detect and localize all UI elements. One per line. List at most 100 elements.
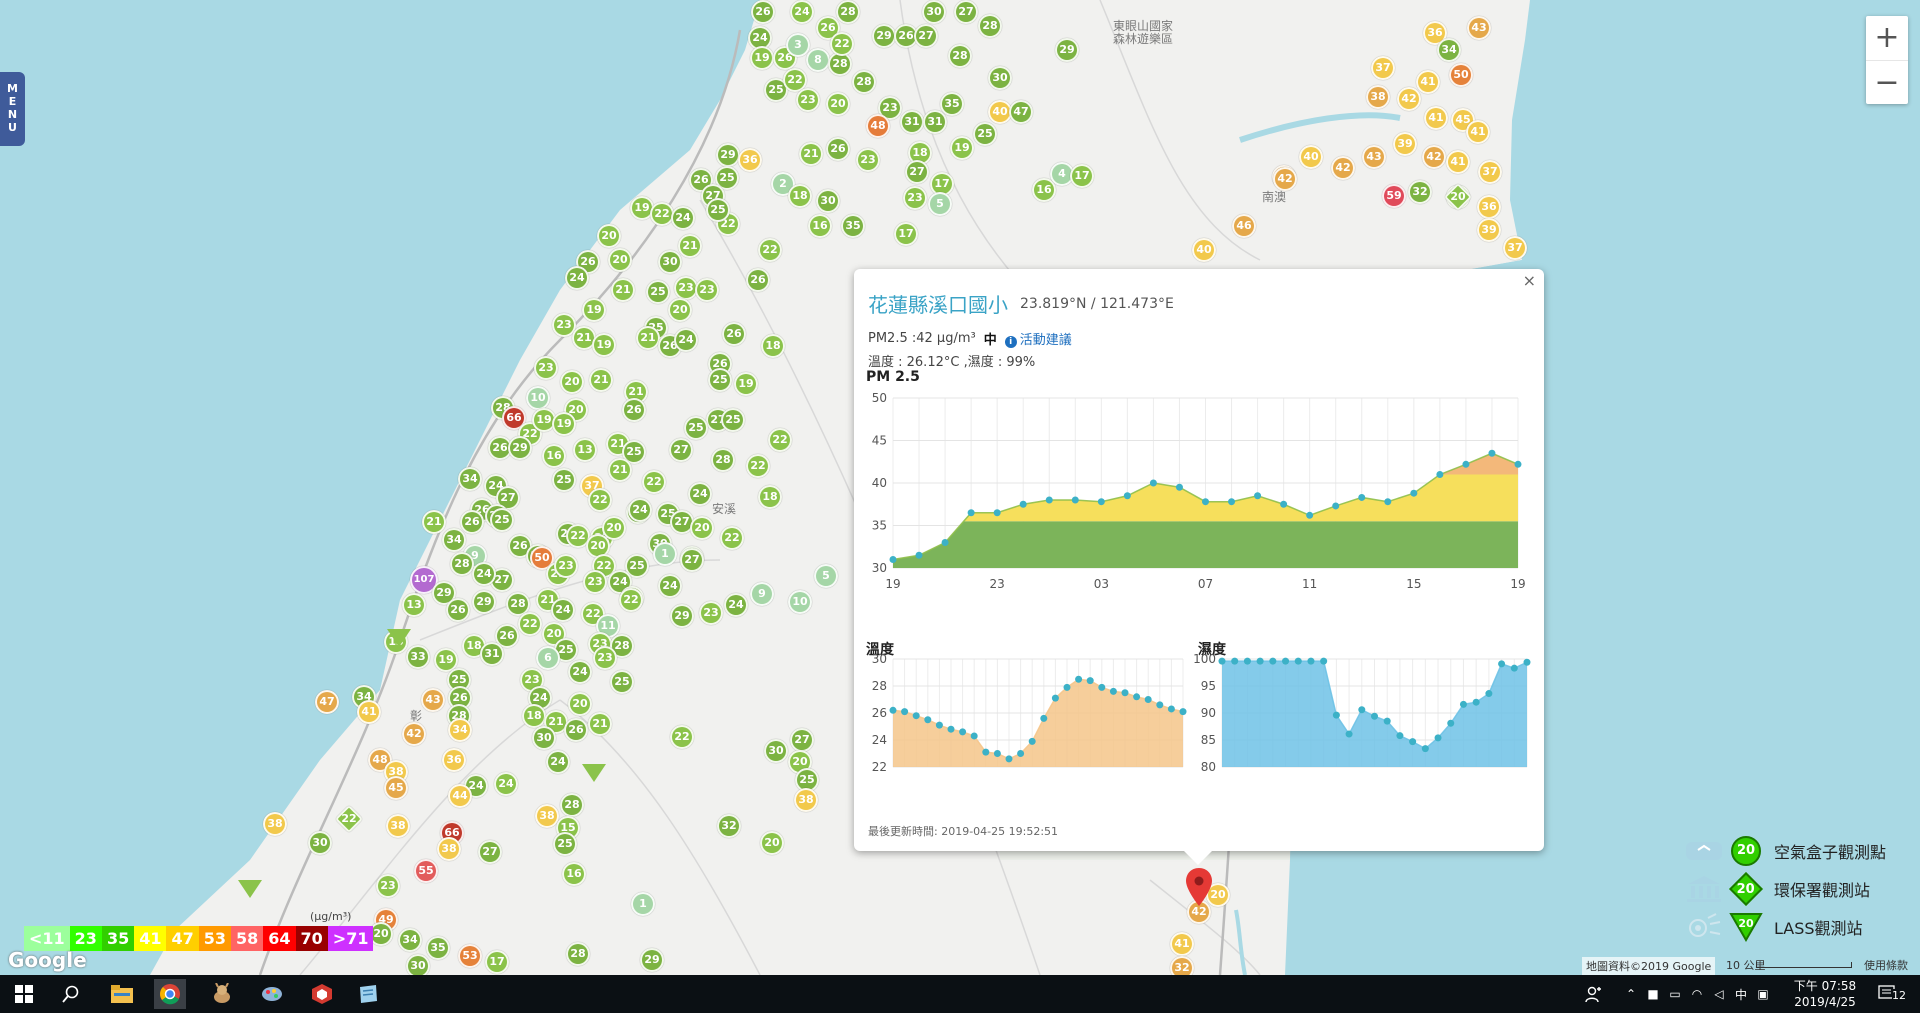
airbox-marker[interactable]: 25 [490, 508, 514, 532]
airbox-marker[interactable]: 30 [658, 250, 682, 274]
airbox-marker[interactable]: 1 [653, 542, 677, 566]
airbox-marker[interactable]: 20 [597, 224, 621, 248]
airbox-marker[interactable]: 26 [746, 268, 770, 292]
airbox-marker[interactable]: 34 [1437, 38, 1461, 62]
airbox-marker[interactable]: 22 [746, 454, 770, 478]
airbox-marker[interactable]: 21 [799, 142, 823, 166]
airbox-marker[interactable]: 34 [398, 928, 422, 952]
legend-row-airbox[interactable]: 20 空氣盒子觀測點 [1680, 832, 1920, 870]
input-language[interactable]: 中 [1734, 987, 1747, 1002]
app-sketchup-icon[interactable] [306, 979, 338, 1009]
airbox-marker[interactable]: 22 [581, 602, 605, 626]
zoom-out-button[interactable]: − [1866, 60, 1908, 105]
airbox-marker[interactable]: 25 [552, 468, 576, 492]
airbox-marker[interactable]: 22 [830, 32, 854, 56]
airbox-marker[interactable]: 41 [1170, 932, 1194, 956]
airbox-marker[interactable]: 25 [684, 416, 708, 440]
airbox-marker[interactable]: 38 [1366, 85, 1390, 109]
airbox-marker[interactable]: 22 [758, 238, 782, 262]
windows-start-icon[interactable] [8, 979, 40, 1009]
airbox-marker[interactable]: 21 [636, 326, 660, 350]
airbox-marker[interactable]: 29 [716, 143, 740, 167]
airbox-marker[interactable]: 25 [622, 440, 646, 464]
airbox-marker[interactable]: 18 [761, 334, 785, 358]
airbox-marker[interactable]: 27 [905, 160, 929, 184]
airbox-marker[interactable]: 32 [1170, 956, 1194, 975]
airbox-marker[interactable]: 16 [808, 214, 832, 238]
airbox-marker[interactable]: 28 [560, 793, 584, 817]
airbox-marker[interactable]: 21 [544, 710, 568, 734]
airbox-marker[interactable]: 28 [852, 70, 876, 94]
airbox-marker[interactable]: 22 [518, 612, 542, 636]
airbox-marker[interactable]: 17 [894, 222, 918, 246]
airbox-marker[interactable]: 41 [1416, 70, 1440, 94]
airbox-marker[interactable]: 43 [1362, 145, 1386, 169]
airbox-marker[interactable]: 22 [670, 725, 694, 749]
people-icon[interactable] [1578, 979, 1610, 1009]
airbox-marker[interactable]: 41 [357, 700, 381, 724]
airbox-marker[interactable]: 23 [699, 601, 723, 625]
airbox-marker[interactable]: 26 [751, 0, 775, 24]
airbox-marker[interactable]: 46 [1232, 214, 1256, 238]
airbox-marker[interactable]: 37 [1371, 56, 1395, 80]
airbox-marker[interactable]: 20 [1206, 883, 1230, 907]
airbox-marker[interactable]: 24 [494, 772, 518, 796]
airbox-marker[interactable]: 25 [656, 502, 680, 526]
airbox-marker[interactable]: 19 [734, 372, 758, 396]
airbox-marker[interactable]: 13 [402, 593, 426, 617]
airbox-marker[interactable]: 23 [903, 186, 927, 210]
airbox-marker[interactable]: 22 [619, 588, 643, 612]
airbox-marker[interactable]: 34 [448, 718, 472, 742]
airbox-marker[interactable]: 42 [1187, 900, 1211, 924]
airbox-marker[interactable]: 3 [786, 33, 810, 57]
map-copyright[interactable]: 地圖資料©2019 Google [1582, 957, 1716, 975]
airbox-marker[interactable]: 19 [950, 136, 974, 160]
battery-icon[interactable]: ▭ [1669, 987, 1681, 1001]
airbox-marker[interactable]: 21 [678, 234, 702, 258]
app-animal-icon[interactable] [206, 979, 238, 1009]
lass-station-marker[interactable] [387, 629, 411, 647]
airbox-marker[interactable]: 40 [1299, 145, 1323, 169]
airbox-marker[interactable]: 47 [315, 690, 339, 714]
airbox-marker[interactable]: 18 [522, 704, 546, 728]
airbox-marker[interactable]: 22 [588, 488, 612, 512]
airbox-marker[interactable]: 30 [816, 189, 840, 213]
airbox-marker[interactable]: 16 [542, 444, 566, 468]
airbox-marker[interactable]: 5 [928, 192, 952, 216]
airbox-marker[interactable]: 30 [922, 0, 946, 24]
terms-link[interactable]: 使用條款 [1864, 959, 1908, 972]
airbox-marker[interactable]: 26 [460, 510, 484, 534]
airbox-marker[interactable]: 24 [565, 266, 589, 290]
airbox-marker[interactable]: 25 [646, 280, 670, 304]
airbox-marker[interactable]: 44 [448, 784, 472, 808]
airbox-marker[interactable]: 38 [794, 788, 818, 812]
airbox-marker[interactable]: 30 [406, 954, 430, 975]
airbox-marker[interactable]: 23 [593, 646, 617, 670]
airbox-marker[interactable]: 28 [450, 552, 474, 576]
airbox-marker[interactable]: 19 [592, 333, 616, 357]
notification-center-icon[interactable]: 12 [1878, 983, 1910, 1005]
airbox-marker[interactable]: 48 [866, 114, 890, 138]
airbox-marker[interactable]: 21 [422, 510, 446, 534]
airbox-marker[interactable]: 16 [562, 862, 586, 886]
airbox-marker[interactable]: 21 [589, 368, 613, 392]
lass-station-marker[interactable] [582, 764, 606, 782]
airbox-marker[interactable]: 30 [532, 726, 556, 750]
airbox-marker[interactable]: 27 [680, 548, 704, 572]
airbox-marker[interactable]: 28 [566, 942, 590, 966]
legend-row-lass[interactable]: 20 LASS觀測站 [1680, 908, 1920, 946]
airbox-marker[interactable]: 24 [472, 562, 496, 586]
airbox-marker[interactable]: 10 [788, 590, 812, 614]
airbox-marker[interactable]: 25 [553, 832, 577, 856]
airbox-marker[interactable]: 43 [421, 688, 445, 712]
airbox-marker[interactable]: 33 [406, 645, 430, 669]
airbox-marker[interactable]: 53 [458, 944, 482, 968]
airbox-marker[interactable]: 25 [708, 368, 732, 392]
airbox-marker[interactable]: 37 [1478, 160, 1502, 184]
airbox-marker[interactable]: 18 [788, 184, 812, 208]
chevron-up-icon[interactable]: ⌃ [1625, 987, 1637, 1001]
airbox-marker[interactable]: 32 [1408, 180, 1432, 204]
close-icon[interactable]: × [1522, 271, 1536, 290]
app-paint-icon[interactable] [256, 979, 288, 1009]
